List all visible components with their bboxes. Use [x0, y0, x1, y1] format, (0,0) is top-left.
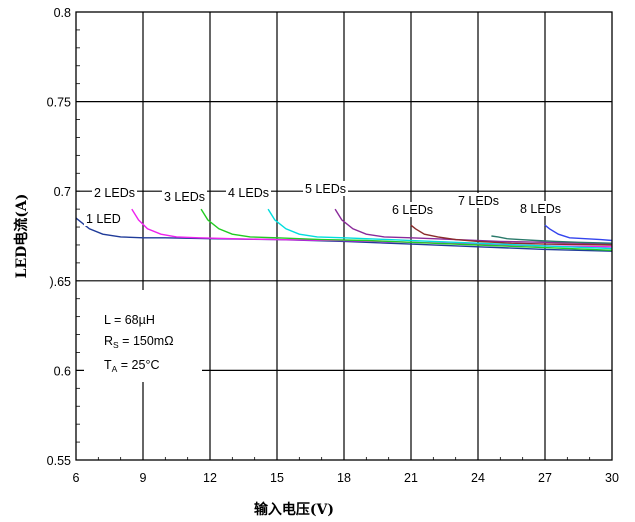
- series-label-1: 1 LED: [86, 212, 121, 226]
- grid: [76, 12, 612, 460]
- y-tick-label: ).65: [49, 275, 71, 289]
- series-label-8: 8 LEDs: [520, 202, 561, 216]
- x-tick-label: 12: [203, 471, 217, 485]
- series-label-2: 2 LEDs: [94, 186, 135, 200]
- y-axis-title: LED电流(A): [13, 194, 30, 279]
- series-label-5: 5 LEDs: [305, 182, 346, 196]
- y-tick-label: 0.75: [47, 96, 71, 110]
- x-tick-label: 24: [471, 471, 485, 485]
- y-tick-label: 0.7: [54, 185, 71, 199]
- series-labels: 1 LED 2 LEDs 3 LEDs 4 LEDs 5 LEDs 6 LEDs 7 LED…: [86, 182, 561, 226]
- series-label-6: 6 LEDs: [392, 203, 433, 217]
- y-tick-label: 0.6: [54, 364, 71, 378]
- x-tick-label: 27: [538, 471, 552, 485]
- y-tick-label: 0.55: [47, 454, 71, 468]
- inductance-label: L = 68µH: [104, 313, 155, 327]
- x-tick-label: 18: [337, 471, 351, 485]
- x-tick-label: 21: [404, 471, 418, 485]
- series-label-3: 3 LEDs: [164, 190, 205, 204]
- series-label-7: 7 LEDs: [458, 194, 499, 208]
- series-line-8: [545, 225, 612, 240]
- series-label-4: 4 LEDs: [228, 186, 269, 200]
- x-tick-label: 30: [605, 471, 619, 485]
- test-conditions: L = 68µH RS = 150mΩ TA = 25°C: [84, 290, 202, 382]
- x-tick-label: 6: [73, 471, 80, 485]
- x-axis-title: 输入电压(V): [254, 501, 334, 518]
- y-tick-label: 0.8: [54, 6, 71, 20]
- x-tick-label: 15: [270, 471, 284, 485]
- x-tick-label: 9: [140, 471, 147, 485]
